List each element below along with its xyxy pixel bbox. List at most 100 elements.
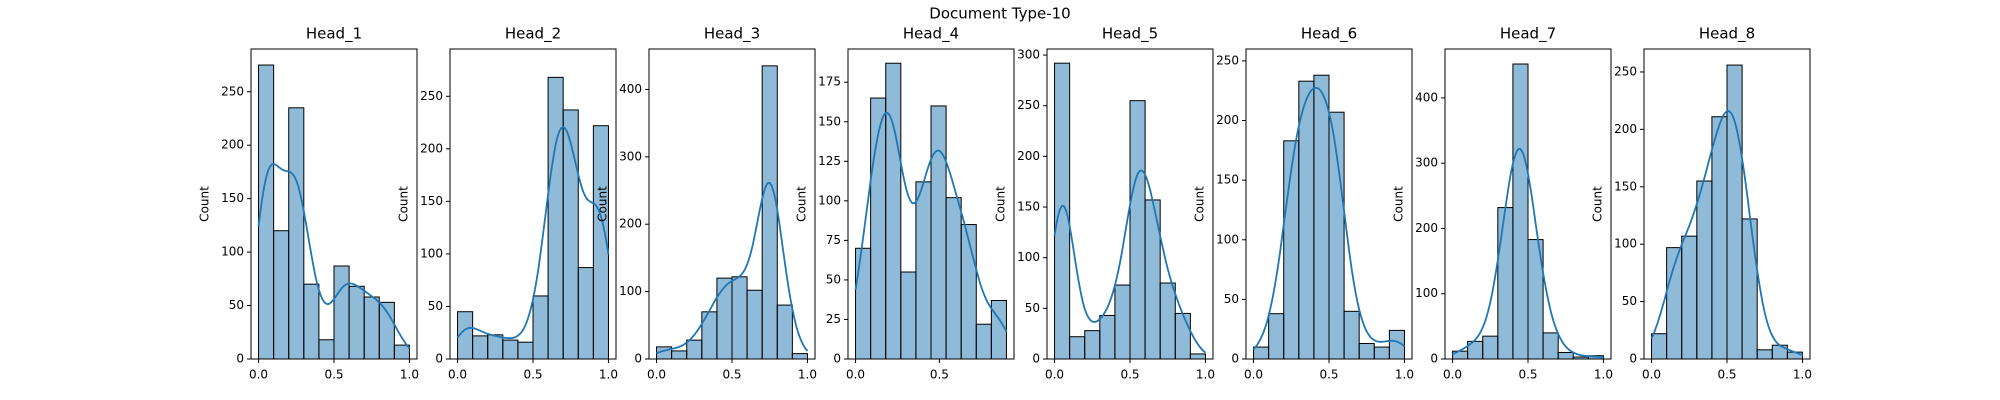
bar: [532, 295, 549, 360]
y-axis-label: Count: [1193, 186, 1207, 222]
bar: [1268, 313, 1285, 360]
bar: [900, 271, 917, 360]
y-tick-label: 250: [420, 89, 443, 103]
bar: [990, 299, 1007, 360]
kde-line: [656, 181, 809, 355]
subplot-title: Head_7: [1500, 25, 1556, 44]
y-tick-label: 50: [826, 272, 841, 286]
y-tick-label: 0: [1032, 352, 1040, 366]
y-axis-label: Count: [1591, 186, 1605, 222]
bar: [1189, 353, 1206, 360]
subplot: Head_1 Count 0 50 100 150 200 250 0.0 0.5 1.0: [198, 25, 420, 382]
bar: [1696, 180, 1713, 360]
bar: [746, 289, 763, 360]
y-tick-label: 400: [1415, 90, 1438, 104]
y-tick-label: 0: [1629, 352, 1637, 366]
y-tick-label: 300: [1017, 48, 1040, 62]
axes-frame: [847, 48, 1015, 360]
x-tick-label: 1.0: [1395, 368, 1414, 382]
y-tick-label: 125: [818, 154, 841, 168]
bar: [1343, 310, 1360, 360]
bar: [393, 344, 410, 360]
y-axis-label: Count: [397, 186, 411, 222]
subplot: Head_8 Count 0 50 100 150 200 250 0.0 0.5 1.0: [1591, 25, 1813, 382]
y-tick-label: 0: [833, 352, 841, 366]
y-tick-label: 0: [435, 352, 443, 366]
bar: [333, 265, 350, 360]
subplot: Head_5 Count 0 50 100 150 200 250 300 0.0 0.5 1.0: [994, 25, 1216, 382]
y-axis-label: Count: [596, 186, 610, 222]
subplot-title: Head_5: [1102, 25, 1158, 44]
subplot: Head_2 Count 0 50 100 150 200 250 0.0 0.5 1.0: [397, 25, 619, 382]
kde-line: [1452, 147, 1604, 359]
y-tick-label: 150: [420, 194, 443, 208]
bar: [930, 105, 947, 360]
y-tick-label: 100: [221, 245, 244, 259]
y-tick-label: 100: [420, 246, 443, 260]
bar: [761, 65, 778, 360]
subplot-title: Head_1: [306, 25, 362, 44]
bar: [945, 197, 962, 360]
subplot-title: Head_4: [903, 25, 959, 44]
kde-line: [1252, 86, 1406, 350]
x-tick-label: 0.0: [846, 368, 865, 382]
y-axis-label: Count: [994, 186, 1008, 222]
bar: [517, 341, 534, 360]
subplot-title: Head_3: [704, 25, 760, 44]
y-tick-label: 0: [1231, 352, 1239, 366]
y-tick-label: 150: [1017, 200, 1040, 214]
bar: [1084, 330, 1101, 360]
y-tick-label: 200: [1415, 221, 1438, 235]
y-tick-label: 200: [1614, 122, 1637, 136]
x-tick-label: 0.0: [249, 368, 268, 382]
bar: [1741, 218, 1758, 360]
y-tick-label: 400: [619, 82, 642, 96]
y-tick-label: 150: [1614, 179, 1637, 193]
y-tick-label: 100: [1415, 286, 1438, 300]
bar: [1159, 282, 1176, 360]
y-axis-label: Count: [198, 186, 212, 222]
kde-line: [456, 126, 610, 340]
bar: [975, 323, 992, 360]
y-tick-label: 200: [1216, 113, 1239, 127]
y-tick-label: 150: [1216, 173, 1239, 187]
bar: [273, 230, 290, 360]
bar: [1542, 332, 1559, 360]
y-tick-label: 0: [634, 352, 642, 366]
kde-line: [1650, 110, 1803, 356]
x-tick-label: 0.5: [523, 368, 542, 382]
x-tick-label: 1.0: [1196, 368, 1215, 382]
bar: [791, 353, 808, 360]
bar: [671, 350, 688, 360]
bar: [1482, 335, 1499, 360]
subplot: Head_7 Count 0 100 200 300 400 0.0 0.5 1.0: [1392, 25, 1614, 382]
y-tick-label: 150: [221, 191, 244, 205]
y-tick-label: 100: [1216, 232, 1239, 246]
y-axis-label: Count: [795, 186, 809, 222]
bar: [1756, 349, 1773, 360]
kde-line: [257, 162, 411, 349]
y-tick-label: 200: [619, 217, 642, 231]
x-tick-label: 0.0: [1642, 368, 1661, 382]
y-tick-label: 25: [826, 312, 841, 326]
y-axis-label: Count: [1392, 186, 1406, 222]
axes-frame: [1444, 48, 1612, 360]
axes-frame: [1245, 48, 1413, 360]
bar: [1651, 333, 1668, 360]
x-tick-label: 0.0: [448, 368, 467, 382]
bar: [1298, 80, 1315, 360]
y-tick-label: 300: [1415, 156, 1438, 170]
y-tick-label: 150: [818, 114, 841, 128]
bar: [288, 107, 305, 360]
subplot: Head_3 Count 0 100 200 300 400 0.0 0.5 1.0: [596, 25, 818, 382]
bar: [1358, 343, 1375, 360]
x-tick-label: 0.5: [722, 368, 741, 382]
subplot: Head_4 Count 0 25 50 75 100 125 150 175 0.0 0.5: [795, 25, 1015, 382]
x-tick-label: 1.0: [1594, 368, 1613, 382]
y-tick-label: 50: [428, 299, 443, 313]
bar: [1129, 100, 1146, 360]
x-tick-label: 0.0: [1244, 368, 1263, 382]
x-tick-label: 0.5: [1120, 368, 1139, 382]
bar: [577, 267, 594, 360]
bar: [1174, 312, 1191, 360]
